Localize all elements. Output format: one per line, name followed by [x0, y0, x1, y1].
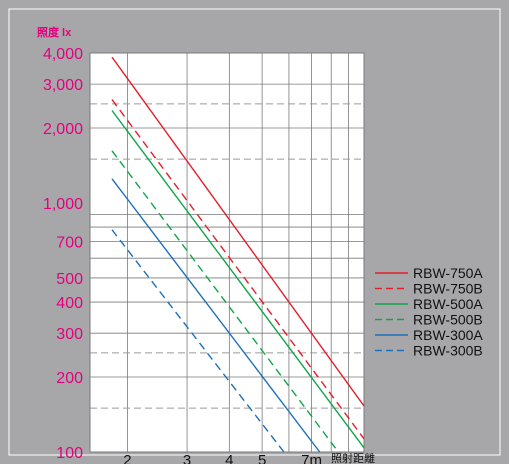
y-tick-label: 100: [56, 445, 83, 462]
grid-lines: [89, 52, 365, 453]
y-tick-label: 4,000: [43, 46, 83, 63]
legend-label: RBW-300B: [413, 343, 483, 359]
legend-label: RBW-750B: [413, 281, 483, 297]
series-line-rbw-750b: [111, 99, 365, 440]
series-line-rbw-500b: [111, 150, 339, 453]
plot-border: [89, 52, 365, 453]
y-tick-label: 200: [56, 370, 83, 387]
y-tick-label: 700: [56, 235, 83, 252]
legend-label: RBW-300A: [413, 327, 483, 343]
series-line-rbw-300b: [111, 229, 285, 453]
x-tick-label: 3: [183, 452, 191, 464]
y-tick-labels: 4,000 3,000 2,000 1,000 700 500 400 300 200 100: [43, 46, 83, 462]
y-tick-label: 500: [56, 271, 83, 288]
y-tick-label: 3,000: [43, 77, 83, 94]
chart-frame: [8, 8, 501, 456]
series-line-rbw-750a: [111, 56, 365, 407]
x-tick-label: 2: [123, 452, 131, 464]
series-line-rbw-500a: [111, 110, 365, 449]
legend-label: RBW-750A: [413, 265, 483, 281]
legend: RBW-750ARBW-750BRBW-500ARBW-500BRBW-300A…: [375, 265, 483, 359]
plot-area: [90, 53, 364, 452]
y-tick-label: 400: [56, 295, 83, 312]
series-line-rbw-300a: [111, 178, 321, 453]
x-tick-labels: 2 3 4 5 7m: [123, 452, 322, 464]
y-tick-label: 1,000: [43, 196, 83, 213]
legend-label: RBW-500B: [413, 312, 483, 328]
x-tick-label: 4: [225, 452, 233, 464]
y-tick-label: 2,000: [43, 121, 83, 138]
x-tick-label: 5: [258, 452, 266, 464]
x-axis-label: 照射距離: [331, 451, 375, 464]
y-axis-label: 照度 lx: [37, 25, 72, 39]
series-lines: [111, 56, 365, 453]
legend-label: RBW-500A: [413, 296, 483, 312]
x-tick-label: 7m: [301, 452, 322, 464]
y-tick-label: 300: [56, 326, 83, 343]
